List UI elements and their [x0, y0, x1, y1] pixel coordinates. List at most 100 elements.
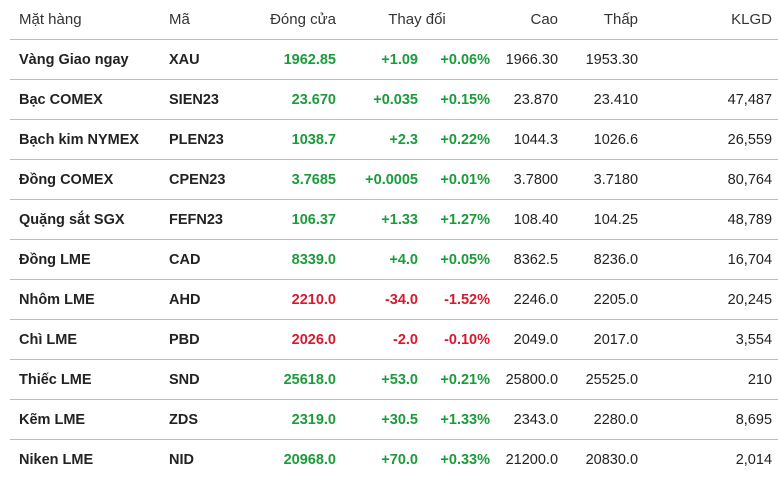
cell-high: 8362.5 [494, 239, 569, 280]
cell-change-percent: +0.06% [418, 39, 495, 80]
cell-change: +0.035 [340, 79, 418, 120]
cell-close: 2319.0 [242, 399, 340, 440]
cell-volume: 48,789 [648, 199, 779, 240]
table-header-row: Mặt hàng Mã Đóng cửa Thay đổi Cao Thấp K… [10, 0, 779, 40]
cell-close: 2210.0 [242, 279, 340, 320]
cell-low: 8236.0 [568, 239, 649, 280]
cell-volume: 47,487 [648, 79, 779, 120]
cell-volume: 26,559 [648, 119, 779, 160]
cell-name: Kẽm LME [10, 399, 160, 440]
table-row: Niken LME NID 20968.0 +70.0 +0.33% 21200.0 208… [10, 440, 778, 480]
cell-low: 1026.6 [568, 119, 649, 160]
cell-name: Đồng LME [10, 239, 160, 280]
cell-change: -2.0 [340, 319, 418, 360]
cell-high: 1044.3 [494, 119, 569, 160]
cell-code: AHD [160, 279, 242, 320]
cell-change-percent: -0.10% [418, 319, 495, 360]
cell-close: 23.670 [242, 79, 340, 120]
cell-name: Nhôm LME [10, 279, 160, 320]
table-row: Quặng sắt SGX FEFN23 106.37 +1.33 +1.27% 108.… [10, 199, 779, 240]
cell-change: -34.0 [340, 279, 418, 320]
cell-low: 1953.30 [568, 39, 649, 80]
cell-low: 2205.0 [568, 279, 649, 320]
cell-high: 21200.0 [505, 451, 559, 468]
cell-low: 20830.0 [585, 451, 639, 468]
cell-code: FEFN23 [160, 199, 242, 240]
cell-change: +2.3 [340, 119, 418, 160]
cell-name: Thiếc LME [10, 359, 160, 400]
cell-close: 8339.0 [242, 239, 340, 280]
cell-change-percent: +0.15% [418, 79, 495, 120]
cell-volume: 8,695 [648, 399, 779, 440]
cell-code: CPEN23 [160, 159, 242, 200]
table-row: Kẽm LME ZDS 2319.0 +30.5 +1.33% 2343.0 2280.0 8… [10, 399, 779, 440]
cell-high: 25800.0 [494, 359, 569, 400]
cell-code: SIEN23 [160, 79, 242, 120]
cell-low: 3.7180 [568, 159, 649, 200]
cell-change-percent: +0.33% [440, 451, 491, 468]
cell-name: Đồng COMEX [10, 159, 160, 200]
cell-volume: 2,014 [735, 451, 773, 468]
cell-change-percent: +1.33% [418, 399, 495, 440]
cell-code: PLEN23 [160, 119, 242, 160]
cell-change-percent: +0.01% [418, 159, 495, 200]
cell-code: CAD [160, 239, 242, 280]
table-row: Đồng LME CAD 8339.0 +4.0 +0.05% 8362.5 8236.0 1… [10, 239, 779, 280]
commodity-price-table: Mặt hàng Mã Đóng cửa Thay đổi Cao Thấp K… [10, 0, 779, 480]
cell-close: 2026.0 [242, 319, 340, 360]
cell-volume: 20,245 [648, 279, 779, 320]
cell-low: 2280.0 [568, 399, 649, 440]
cell-volume: 3,554 [648, 319, 779, 360]
cell-code: ZDS [160, 399, 242, 440]
cell-change: +0.0005 [340, 159, 418, 200]
cell-close: 1962.85 [242, 39, 340, 80]
cell-volume: 210 [648, 359, 779, 400]
header-high: Cao [494, 0, 569, 40]
cell-name: Bạc COMEX [10, 79, 160, 120]
cell-close: 1038.7 [242, 119, 340, 160]
cell-code: XAU [160, 39, 242, 80]
cell-code: SND [160, 359, 242, 400]
cell-high: 2343.0 [494, 399, 569, 440]
cell-high: 108.40 [494, 199, 569, 240]
cell-volume: 80,764 [648, 159, 779, 200]
header-close: Đóng cửa [242, 0, 340, 40]
cell-low: 23.410 [568, 79, 649, 120]
cell-low: 2017.0 [568, 319, 649, 360]
cell-volume [648, 39, 779, 80]
cell-code: NID [169, 451, 194, 468]
table-row: Bạch kim NYMEX PLEN23 1038.7 +2.3 +0.22% 1044… [10, 119, 779, 160]
cell-high: 2246.0 [494, 279, 569, 320]
cell-high: 3.7800 [494, 159, 569, 200]
cell-name: Quặng sắt SGX [10, 199, 160, 240]
cell-change-percent: +1.27% [418, 199, 495, 240]
cell-close: 3.7685 [242, 159, 340, 200]
table-row: Đồng COMEX CPEN23 3.7685 +0.0005 +0.01% 3.780… [10, 159, 779, 200]
header-name: Mặt hàng [10, 0, 160, 40]
cell-name: Chì LME [10, 319, 160, 360]
cell-close: 25618.0 [242, 359, 340, 400]
cell-change: +30.5 [340, 399, 418, 440]
cell-volume: 16,704 [648, 239, 779, 280]
table-row: Nhôm LME AHD 2210.0 -34.0 -1.52% 2246.0 2205.0… [10, 279, 779, 320]
cell-change: +1.33 [340, 199, 418, 240]
header-code: Mã [160, 0, 242, 40]
cell-code: PBD [160, 319, 242, 360]
table-row: Chì LME PBD 2026.0 -2.0 -0.10% 2049.0 2017.0 3,… [10, 319, 779, 360]
cell-change: +1.09 [340, 39, 418, 80]
cell-change: +70.0 [381, 451, 418, 468]
cell-change-percent: +0.22% [418, 119, 495, 160]
table-body: Vàng Giao ngay XAU 1962.85 +1.09 +0.06% 1966.… [10, 39, 779, 480]
cell-change: +53.0 [340, 359, 418, 400]
header-change: Thay đổi [340, 0, 495, 40]
table-row: Bạc COMEX SIEN23 23.670 +0.035 +0.15% 23.870 2… [10, 79, 779, 120]
cell-change-percent: -1.52% [418, 279, 495, 320]
cell-high: 1966.30 [494, 39, 569, 80]
cell-change: +4.0 [340, 239, 418, 280]
cell-low: 104.25 [568, 199, 649, 240]
cell-close: 106.37 [242, 199, 340, 240]
cell-change-percent: +0.21% [418, 359, 495, 400]
cell-name: Bạch kim NYMEX [10, 119, 160, 160]
header-volume: KLGD [648, 0, 779, 40]
header-low: Thấp [568, 0, 649, 40]
